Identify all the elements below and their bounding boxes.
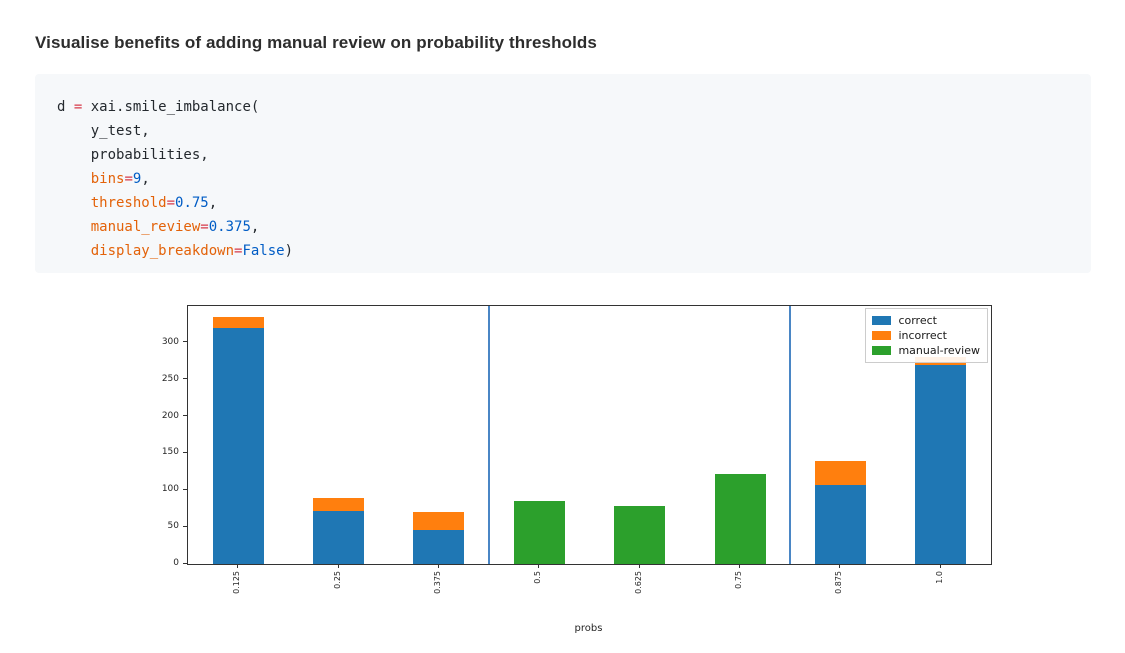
y-tick-mark bbox=[183, 562, 187, 564]
bar-segment-incorrect bbox=[413, 512, 465, 531]
bar-segment-manual-review bbox=[614, 505, 666, 564]
bar-segment-correct bbox=[413, 530, 465, 564]
y-tick-label: 250 bbox=[161, 373, 179, 384]
bar-segment-correct bbox=[212, 328, 264, 564]
y-tick-mark bbox=[183, 488, 187, 490]
bar-segment-manual-review bbox=[513, 500, 565, 564]
x-tick-mark bbox=[939, 564, 941, 568]
code-cell[interactable]: d = xai.smile_imbalance( y_test, probabi… bbox=[35, 74, 1091, 273]
legend-item: correct bbox=[872, 313, 980, 328]
y-tick-label: 300 bbox=[161, 336, 179, 347]
x-axis-title: probs bbox=[574, 623, 603, 634]
y-tick-label: 150 bbox=[161, 447, 179, 458]
x-tick-mark bbox=[437, 564, 439, 568]
y-tick-mark bbox=[183, 378, 187, 380]
bar-segment-incorrect bbox=[212, 317, 264, 329]
code-token bbox=[57, 219, 91, 235]
code-content: d = xai.smile_imbalance( y_test, probabi… bbox=[35, 74, 1091, 284]
x-tick-mark bbox=[839, 564, 841, 568]
code-token: = bbox=[200, 219, 209, 235]
threshold-vline bbox=[488, 306, 491, 564]
bar-segment-incorrect bbox=[814, 460, 866, 486]
legend-item: incorrect bbox=[872, 328, 980, 343]
x-tick-mark bbox=[538, 564, 540, 568]
bar-segment-correct bbox=[814, 485, 866, 564]
y-tick-mark bbox=[183, 525, 187, 527]
x-tick-mark bbox=[638, 564, 640, 568]
code-token: manual_review bbox=[90, 219, 201, 235]
y-tick-label: 200 bbox=[161, 410, 179, 421]
bar-segment-correct bbox=[313, 510, 365, 564]
code-token: bins bbox=[90, 171, 125, 187]
x-tick-label: 1.0 bbox=[934, 571, 944, 584]
code-token: 9 bbox=[132, 171, 142, 187]
code-token: , bbox=[250, 219, 260, 235]
x-tick-label: 0.625 bbox=[633, 571, 643, 594]
x-tick-label: 0.875 bbox=[834, 571, 844, 594]
y-tick-label: 0 bbox=[173, 558, 179, 568]
x-tick-mark bbox=[739, 564, 741, 568]
x-tick-label: 0.75 bbox=[734, 571, 744, 589]
code-token: , bbox=[141, 171, 150, 187]
chart-figure: correct incorrect manual-review 0.125 0.25 0… bbox=[130, 295, 1010, 634]
code-token: 0.75 bbox=[175, 195, 209, 211]
y-tick-label: 100 bbox=[161, 484, 179, 495]
code-token: , bbox=[208, 195, 218, 211]
legend-label: manual-review bbox=[898, 344, 980, 357]
y-tick-mark bbox=[183, 341, 187, 343]
x-tick-mark bbox=[237, 564, 239, 568]
legend-swatch-manual-review bbox=[872, 346, 892, 355]
bar-segment-correct bbox=[915, 364, 967, 564]
x-tick-label: 0.5 bbox=[533, 571, 543, 584]
x-tick-label: 0.25 bbox=[332, 571, 342, 589]
code-token: = bbox=[234, 243, 243, 259]
code-token: = bbox=[166, 195, 176, 211]
code-token bbox=[57, 195, 91, 211]
page-title: Visualise benefits of adding manual revi… bbox=[35, 33, 597, 52]
y-tick-mark bbox=[183, 451, 187, 453]
code-token bbox=[57, 243, 91, 259]
code-token: y_test, bbox=[57, 123, 150, 139]
bar-segment-manual-review bbox=[714, 474, 766, 564]
legend-label: incorrect bbox=[898, 329, 947, 342]
code-token: display_breakdown bbox=[90, 243, 235, 259]
legend: correct incorrect manual-review bbox=[865, 308, 988, 363]
threshold-vline bbox=[789, 306, 792, 564]
legend-swatch-correct bbox=[872, 316, 892, 325]
code-token: xai.smile_imbalance( bbox=[82, 99, 260, 115]
code-token bbox=[57, 171, 91, 187]
code-token: probabilities, bbox=[57, 147, 209, 163]
y-tick-label: 50 bbox=[167, 521, 179, 532]
code-token: = bbox=[73, 99, 83, 115]
x-tick-mark bbox=[337, 564, 339, 568]
code-token: 0.375 bbox=[208, 219, 251, 235]
legend-label: correct bbox=[898, 314, 937, 327]
plot-area: correct incorrect manual-review bbox=[187, 305, 992, 565]
code-token: ) bbox=[284, 243, 294, 259]
code-token: threshold bbox=[90, 195, 167, 211]
code-token: False bbox=[242, 243, 285, 259]
code-token: = bbox=[124, 171, 133, 187]
y-tick-mark bbox=[183, 415, 187, 417]
bar-segment-incorrect bbox=[313, 498, 365, 511]
legend-item: manual-review bbox=[872, 343, 980, 358]
code-token: d bbox=[57, 99, 74, 115]
legend-swatch-incorrect bbox=[872, 331, 892, 340]
x-tick-label: 0.125 bbox=[232, 571, 242, 594]
x-tick-label: 0.375 bbox=[432, 571, 442, 594]
